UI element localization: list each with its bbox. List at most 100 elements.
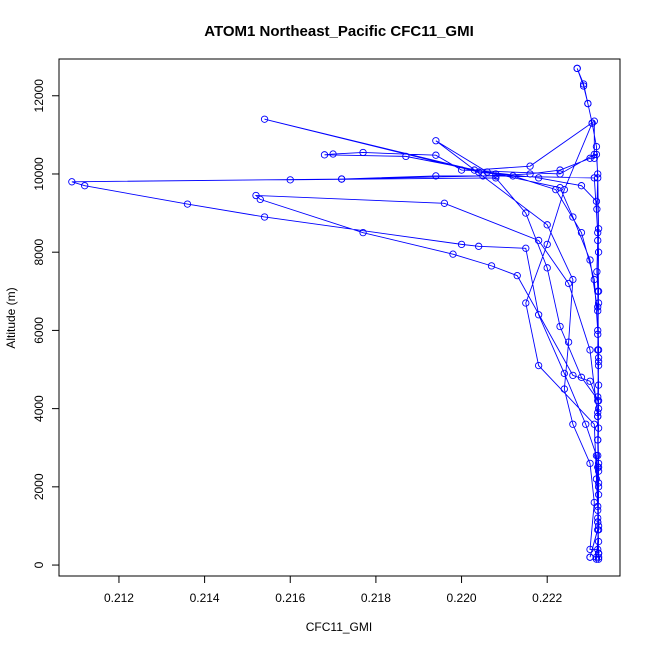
data-point	[329, 150, 337, 158]
y-axis-label: Altitude (m)	[4, 287, 18, 348]
data-point	[590, 154, 598, 162]
series-layer	[68, 64, 603, 563]
data-point	[432, 137, 440, 145]
data-point	[586, 256, 594, 264]
y-tick-label: 6000	[32, 317, 46, 344]
data-point	[594, 358, 603, 366]
data-point	[592, 197, 601, 206]
data-point	[594, 303, 602, 311]
data-point	[594, 404, 603, 413]
data-point	[594, 361, 603, 370]
data-point	[594, 170, 602, 178]
x-tick-label: 0.218	[361, 591, 391, 605]
data-point	[440, 199, 449, 207]
data-point	[522, 244, 530, 252]
data-point	[594, 299, 603, 307]
data-point	[594, 537, 603, 546]
data-point	[543, 264, 551, 272]
chart-title: ATOM1 Northeast_Pacific CFC11_GMI	[204, 23, 474, 40]
data-point	[534, 311, 543, 319]
data-point	[534, 361, 543, 370]
data-point	[594, 483, 603, 491]
data-point	[594, 412, 602, 421]
x-tick-label: 0.214	[190, 591, 220, 605]
data-point	[586, 545, 594, 554]
data-point	[588, 119, 596, 127]
data-point	[594, 397, 602, 405]
data-point	[594, 393, 602, 401]
data-point	[475, 242, 483, 250]
data-point	[564, 279, 573, 288]
data-point	[586, 346, 594, 354]
data-point	[320, 151, 329, 159]
data-point	[359, 228, 367, 237]
data-point	[81, 182, 89, 190]
data-point	[594, 326, 602, 335]
y-tick-label: 12000	[32, 79, 46, 113]
data-point	[457, 166, 466, 174]
x-tick-label: 0.216	[275, 591, 305, 605]
data-point	[449, 250, 457, 258]
x-tick-label: 0.212	[104, 591, 134, 605]
data-point	[582, 420, 590, 428]
data-point	[594, 518, 602, 526]
x-axis: 0.212 0.214 0.216 0.218 0.220 0.222	[104, 575, 563, 605]
data-point	[337, 175, 346, 183]
data-point	[594, 463, 603, 471]
data-point	[522, 209, 530, 217]
data-point	[569, 371, 577, 380]
data-point	[594, 436, 602, 444]
data-point	[579, 80, 588, 88]
data-point	[569, 213, 577, 221]
data-point	[577, 182, 586, 190]
data-point	[569, 420, 577, 428]
data-point	[573, 64, 581, 73]
data-point	[260, 115, 269, 123]
y-tick-label: 2000	[32, 473, 46, 500]
data-point	[260, 213, 269, 221]
data-point	[526, 170, 534, 178]
y-axis: 0 2000 4000 6000 8000 10000 12000	[32, 79, 60, 568]
data-point	[592, 475, 601, 483]
data-point	[594, 354, 603, 362]
data-point	[586, 459, 594, 468]
data-point	[475, 168, 483, 176]
data-point	[252, 191, 260, 200]
y-tick-label: 4000	[32, 395, 46, 422]
data-point	[534, 174, 543, 182]
data-point	[594, 459, 603, 468]
data-point	[594, 307, 602, 315]
data-point	[584, 99, 592, 108]
data-point	[470, 166, 479, 174]
data-point	[594, 467, 603, 475]
data-point	[183, 200, 192, 208]
data-point	[522, 299, 530, 307]
y-tick-label: 0	[32, 561, 46, 568]
data-point	[593, 205, 601, 213]
data-point	[556, 184, 564, 192]
data-point	[592, 142, 601, 151]
data-point	[526, 162, 534, 170]
data-point	[560, 369, 568, 378]
data-point	[579, 82, 588, 90]
data-point	[590, 275, 598, 284]
data-point	[534, 236, 543, 245]
data-point	[556, 322, 564, 331]
data-point	[577, 228, 586, 237]
data-point	[286, 176, 294, 184]
data-point	[590, 150, 598, 159]
data-point	[543, 221, 551, 229]
data-point	[594, 330, 602, 338]
data-point	[479, 172, 487, 180]
data-point	[594, 248, 603, 256]
data-point	[594, 479, 603, 487]
data-point	[590, 420, 598, 428]
data-point	[457, 240, 466, 249]
data-point	[594, 506, 602, 514]
x-tick-label: 0.222	[532, 591, 562, 605]
data-point	[487, 262, 496, 270]
x-axis-label: CFC11_GMI	[306, 620, 372, 634]
data-point	[594, 491, 603, 499]
data-point	[577, 373, 586, 381]
data-point	[560, 385, 568, 393]
